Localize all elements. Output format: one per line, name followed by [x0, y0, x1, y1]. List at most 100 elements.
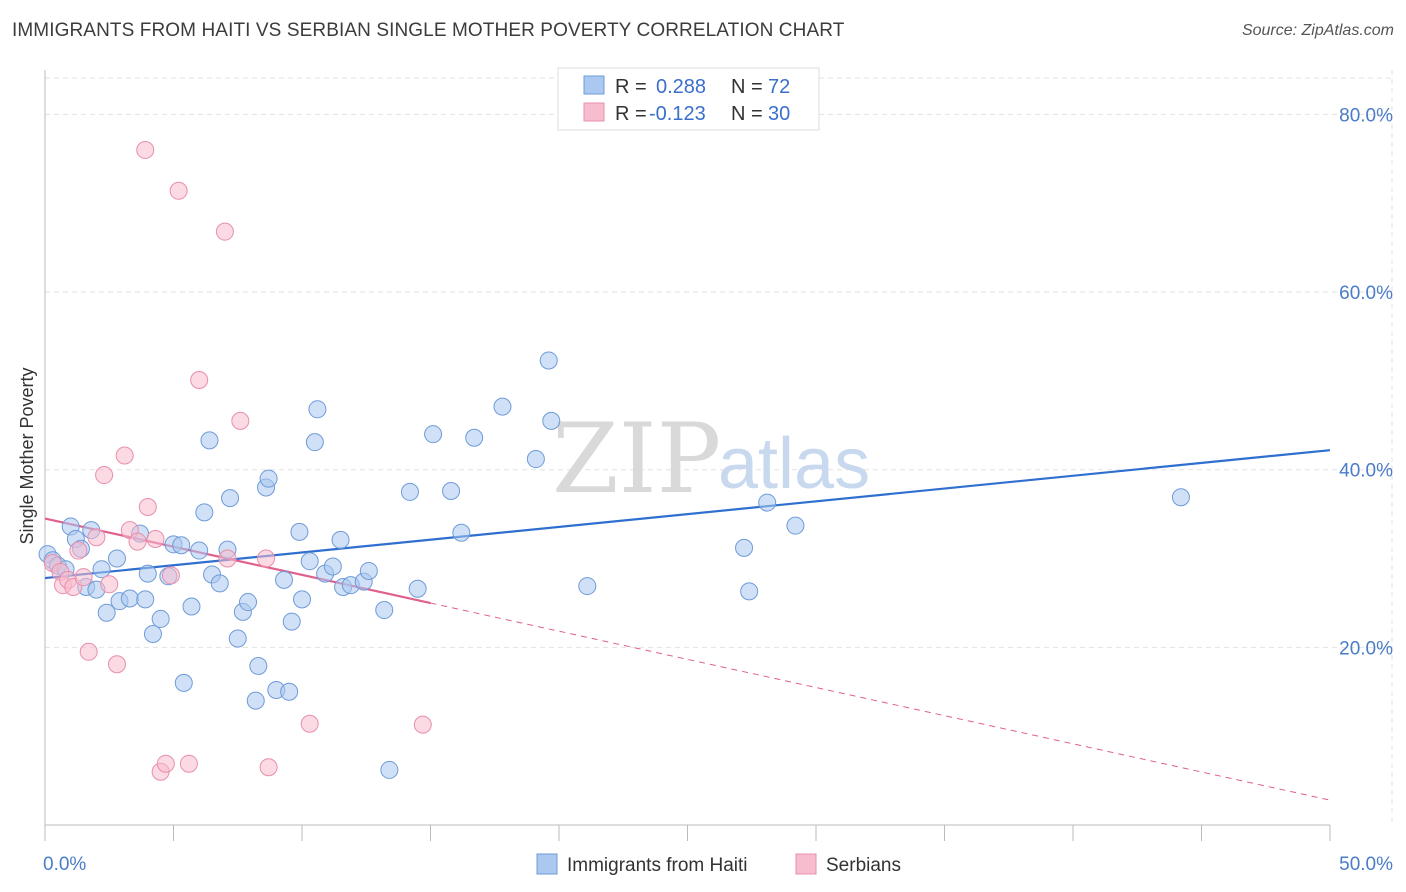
- correlation-legend: R = 0.288 N = 72 R = -0.123 N = 30: [557, 67, 820, 131]
- bottom-legend-haiti: Immigrants from Haiti: [567, 855, 748, 876]
- data-point-serbians: [413, 715, 432, 734]
- data-point-haiti: [308, 400, 327, 419]
- data-point-haiti: [305, 433, 324, 452]
- legend-r-value-serbians: -0.123: [649, 103, 706, 125]
- data-point-haiti: [408, 579, 427, 598]
- data-point-serbians: [128, 532, 147, 551]
- data-point-serbians: [100, 575, 119, 594]
- data-point-serbians: [259, 758, 278, 777]
- data-point-haiti: [182, 597, 201, 616]
- chart-title: IMMIGRANTS FROM HAITI VS SERBIAN SINGLE …: [12, 20, 845, 41]
- trend-line-serbians-extension: [430, 602, 1331, 801]
- data-point-haiti: [539, 351, 558, 370]
- data-point-serbians: [138, 498, 157, 517]
- data-point-haiti: [120, 589, 139, 608]
- data-point-haiti: [465, 428, 484, 447]
- bottom-legend-serbians: Serbians: [826, 855, 901, 876]
- data-point-haiti: [290, 522, 309, 541]
- data-point-serbians: [300, 714, 319, 733]
- data-point-serbians: [79, 642, 98, 661]
- data-point-haiti: [282, 612, 301, 631]
- data-point-serbians: [74, 568, 93, 587]
- data-point-haiti: [259, 469, 278, 488]
- data-point-serbians: [69, 541, 88, 560]
- data-point-haiti: [758, 493, 777, 512]
- legend-r-label: R =: [615, 76, 647, 98]
- data-point-serbians: [257, 549, 276, 568]
- data-point-serbians: [95, 466, 114, 485]
- data-point-serbians: [218, 549, 237, 568]
- data-point-serbians: [231, 411, 250, 430]
- data-point-haiti: [400, 482, 419, 501]
- chart-source: Source: ZipAtlas.com: [1241, 22, 1394, 39]
- data-point-haiti: [1171, 488, 1190, 507]
- data-point-haiti: [228, 629, 247, 648]
- data-point-haiti: [735, 538, 754, 557]
- x-tick-label: 50.0%: [1339, 854, 1393, 875]
- data-point-haiti: [375, 601, 394, 620]
- data-point-haiti: [221, 489, 240, 508]
- data-point-haiti: [542, 411, 561, 430]
- data-point-serbians: [215, 222, 234, 241]
- data-point-haiti: [359, 561, 378, 580]
- y-tick-label: 60.0%: [1339, 283, 1393, 304]
- legend-r-label: R =: [615, 103, 647, 125]
- data-point-haiti: [107, 549, 126, 568]
- data-point-haiti: [172, 536, 191, 555]
- data-point-haiti: [143, 625, 162, 644]
- legend-r-value-haiti: 0.288: [656, 76, 706, 98]
- data-point-haiti: [275, 570, 294, 589]
- data-point-haiti: [174, 673, 193, 692]
- data-point-haiti: [300, 552, 319, 571]
- legend-swatch-serbians: [583, 102, 605, 122]
- x-tick-labels: 0.0% 50.0%: [43, 854, 1393, 875]
- data-point-haiti: [138, 564, 157, 583]
- data-point-haiti: [249, 657, 268, 676]
- bottom-legend: Immigrants from Haiti Serbians: [536, 853, 901, 876]
- bottom-legend-swatch-haiti: [536, 853, 558, 875]
- data-point-serbians: [115, 446, 134, 465]
- data-point-serbians: [107, 655, 126, 674]
- data-point-serbians: [146, 529, 165, 548]
- legend-n-value-haiti: 72: [768, 76, 790, 98]
- y-tick-label: 80.0%: [1339, 105, 1393, 126]
- x-tick-label: 0.0%: [43, 854, 86, 875]
- data-point-serbians: [190, 370, 209, 389]
- data-point-haiti: [493, 397, 512, 416]
- legend-n-value-serbians: 30: [768, 103, 790, 125]
- data-point-haiti: [190, 541, 209, 560]
- y-tick-label: 40.0%: [1339, 461, 1393, 482]
- legend-n-label: N =: [731, 76, 763, 98]
- data-point-serbians: [161, 566, 180, 585]
- data-point-haiti: [246, 691, 265, 710]
- data-point-haiti: [331, 530, 350, 549]
- data-point-haiti: [92, 560, 111, 579]
- data-point-haiti: [195, 503, 214, 522]
- series-serbians-points: [43, 140, 432, 781]
- data-point-haiti: [424, 425, 443, 444]
- data-point-haiti: [293, 590, 311, 609]
- data-point-haiti: [280, 682, 299, 701]
- data-point-haiti: [151, 609, 170, 628]
- data-point-haiti: [210, 574, 229, 593]
- data-point-haiti: [97, 603, 116, 622]
- y-axis-label: Single Mother Poverty: [17, 367, 37, 544]
- data-point-haiti: [380, 760, 399, 779]
- data-point-haiti: [526, 450, 545, 469]
- data-point-serbians: [169, 181, 188, 200]
- data-point-haiti: [239, 593, 258, 612]
- legend-swatch-haiti: [583, 75, 605, 95]
- data-point-serbians: [87, 528, 106, 547]
- data-point-haiti: [786, 516, 805, 535]
- legend-n-label: N =: [731, 103, 763, 125]
- data-point-serbians: [156, 754, 175, 773]
- data-point-serbians: [136, 140, 155, 159]
- y-tick-label: 20.0%: [1339, 638, 1393, 659]
- data-point-haiti: [442, 482, 461, 501]
- data-point-haiti: [452, 523, 471, 542]
- axes: [44, 70, 1331, 841]
- watermark: ZIP atlas: [552, 403, 870, 515]
- data-point-haiti: [578, 577, 597, 596]
- y-tick-labels: 20.0% 40.0% 60.0% 80.0%: [1339, 105, 1393, 659]
